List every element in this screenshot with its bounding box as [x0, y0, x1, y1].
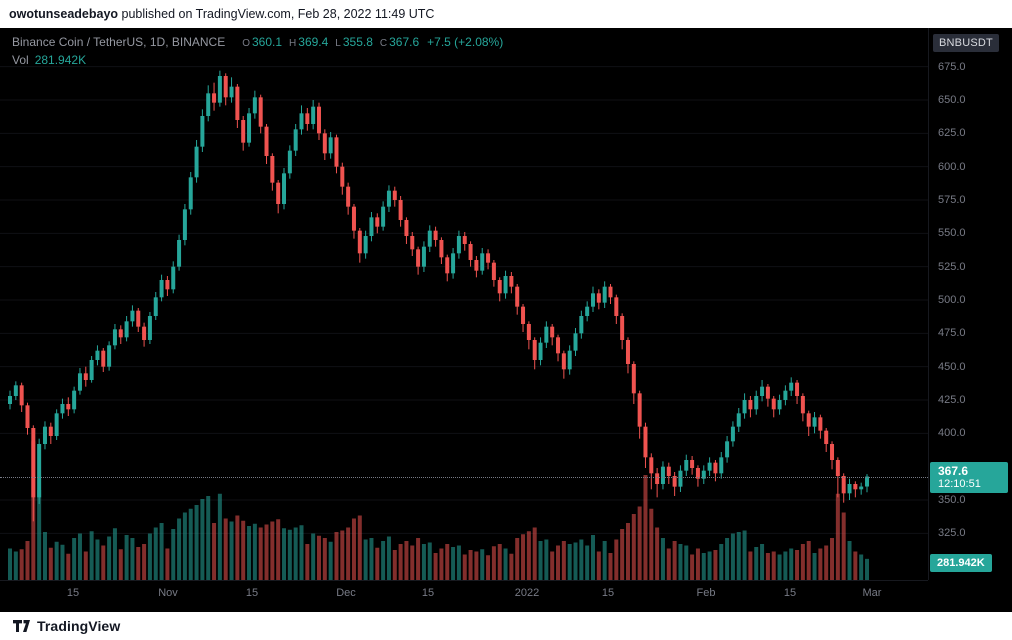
- candle-countdown: 12:10:51: [938, 478, 981, 490]
- time-axis-label[interactable]: 15: [245, 587, 259, 599]
- high-value: 369.4: [298, 35, 329, 49]
- time-axis-label[interactable]: Dec: [336, 587, 356, 599]
- high-label: H: [289, 38, 297, 49]
- price-axis-label[interactable]: 625.0: [938, 127, 966, 140]
- price-axis-label[interactable]: 325.0: [938, 527, 966, 540]
- candles: [8, 70, 870, 522]
- grid-lines: [0, 66, 928, 534]
- close-value: 367.6: [389, 35, 420, 49]
- footer-bar: TradingView: [0, 612, 1012, 640]
- volume-label: Vol: [12, 53, 29, 67]
- price-axis-separator: [928, 28, 929, 580]
- price-axis-label[interactable]: 450.0: [938, 360, 966, 373]
- price-axis-label[interactable]: 675.0: [938, 60, 966, 73]
- close-label: C: [379, 38, 388, 49]
- time-axis-label[interactable]: 15: [783, 587, 797, 599]
- time-axis-separator: [0, 580, 928, 581]
- price-axis-label[interactable]: 550.0: [938, 227, 966, 240]
- price-axis-label[interactable]: 350.0: [938, 493, 966, 506]
- price-axis-label[interactable]: 400.0: [938, 427, 966, 440]
- symbol-title[interactable]: Binance Coin / TetherUS, 1D, BINANCE: [12, 35, 226, 49]
- last-price-badge: 367.6 12:10:51: [930, 462, 1008, 493]
- open-label: O: [242, 38, 250, 49]
- time-axis-label[interactable]: 2022: [514, 587, 540, 599]
- price-axis-label[interactable]: 475.0: [938, 327, 966, 340]
- time-axis-label[interactable]: Mar: [862, 587, 882, 599]
- volume-bars: [8, 441, 870, 580]
- price-axis-label[interactable]: 650.0: [938, 94, 966, 106]
- time-axis-label[interactable]: 15: [601, 587, 615, 599]
- tradingview-wordmark[interactable]: TradingView: [37, 618, 121, 634]
- price-axis-label[interactable]: 575.0: [938, 193, 966, 206]
- volume-value: 281.942K: [34, 53, 87, 67]
- volume-badge: 281.942K: [930, 554, 992, 572]
- change-value: +7.5 (+2.08%): [427, 35, 504, 49]
- time-axis-label[interactable]: 15: [66, 587, 80, 599]
- open-value: 360.1: [252, 35, 283, 49]
- price-axis-label[interactable]: 500.0: [938, 293, 966, 306]
- chart-legend: Binance Coin / TetherUS, 1D, BINANCE O 36…: [12, 35, 503, 49]
- time-axis-label[interactable]: Nov: [158, 587, 178, 599]
- price-axis-label[interactable]: 525.0: [938, 260, 966, 273]
- low-label: L: [335, 38, 341, 49]
- candlestick-chart[interactable]: [0, 28, 928, 588]
- time-axis-label[interactable]: Feb: [696, 587, 716, 599]
- last-price-value: 367.6: [938, 464, 969, 478]
- tradingview-logo-icon[interactable]: [13, 620, 30, 632]
- low-value: 355.8: [342, 35, 373, 49]
- attribution-bar: owotunseadebayo published on TradingView…: [0, 0, 1012, 28]
- attribution-text: published on TradingView.com, Feb 28, 20…: [118, 7, 435, 21]
- last-price-line: [0, 477, 928, 478]
- chart-area[interactable]: Binance Coin / TetherUS, 1D, BINANCE O 36…: [0, 28, 1012, 612]
- time-axis-label[interactable]: 15: [421, 587, 435, 599]
- attribution-username: owotunseadebayo: [9, 7, 119, 21]
- volume-legend: Vol 281.942K: [12, 53, 86, 67]
- symbol-badge: BNBUSDT: [933, 34, 999, 52]
- price-axis-label[interactable]: 425.0: [938, 393, 966, 406]
- price-axis-label[interactable]: 600.0: [938, 160, 966, 173]
